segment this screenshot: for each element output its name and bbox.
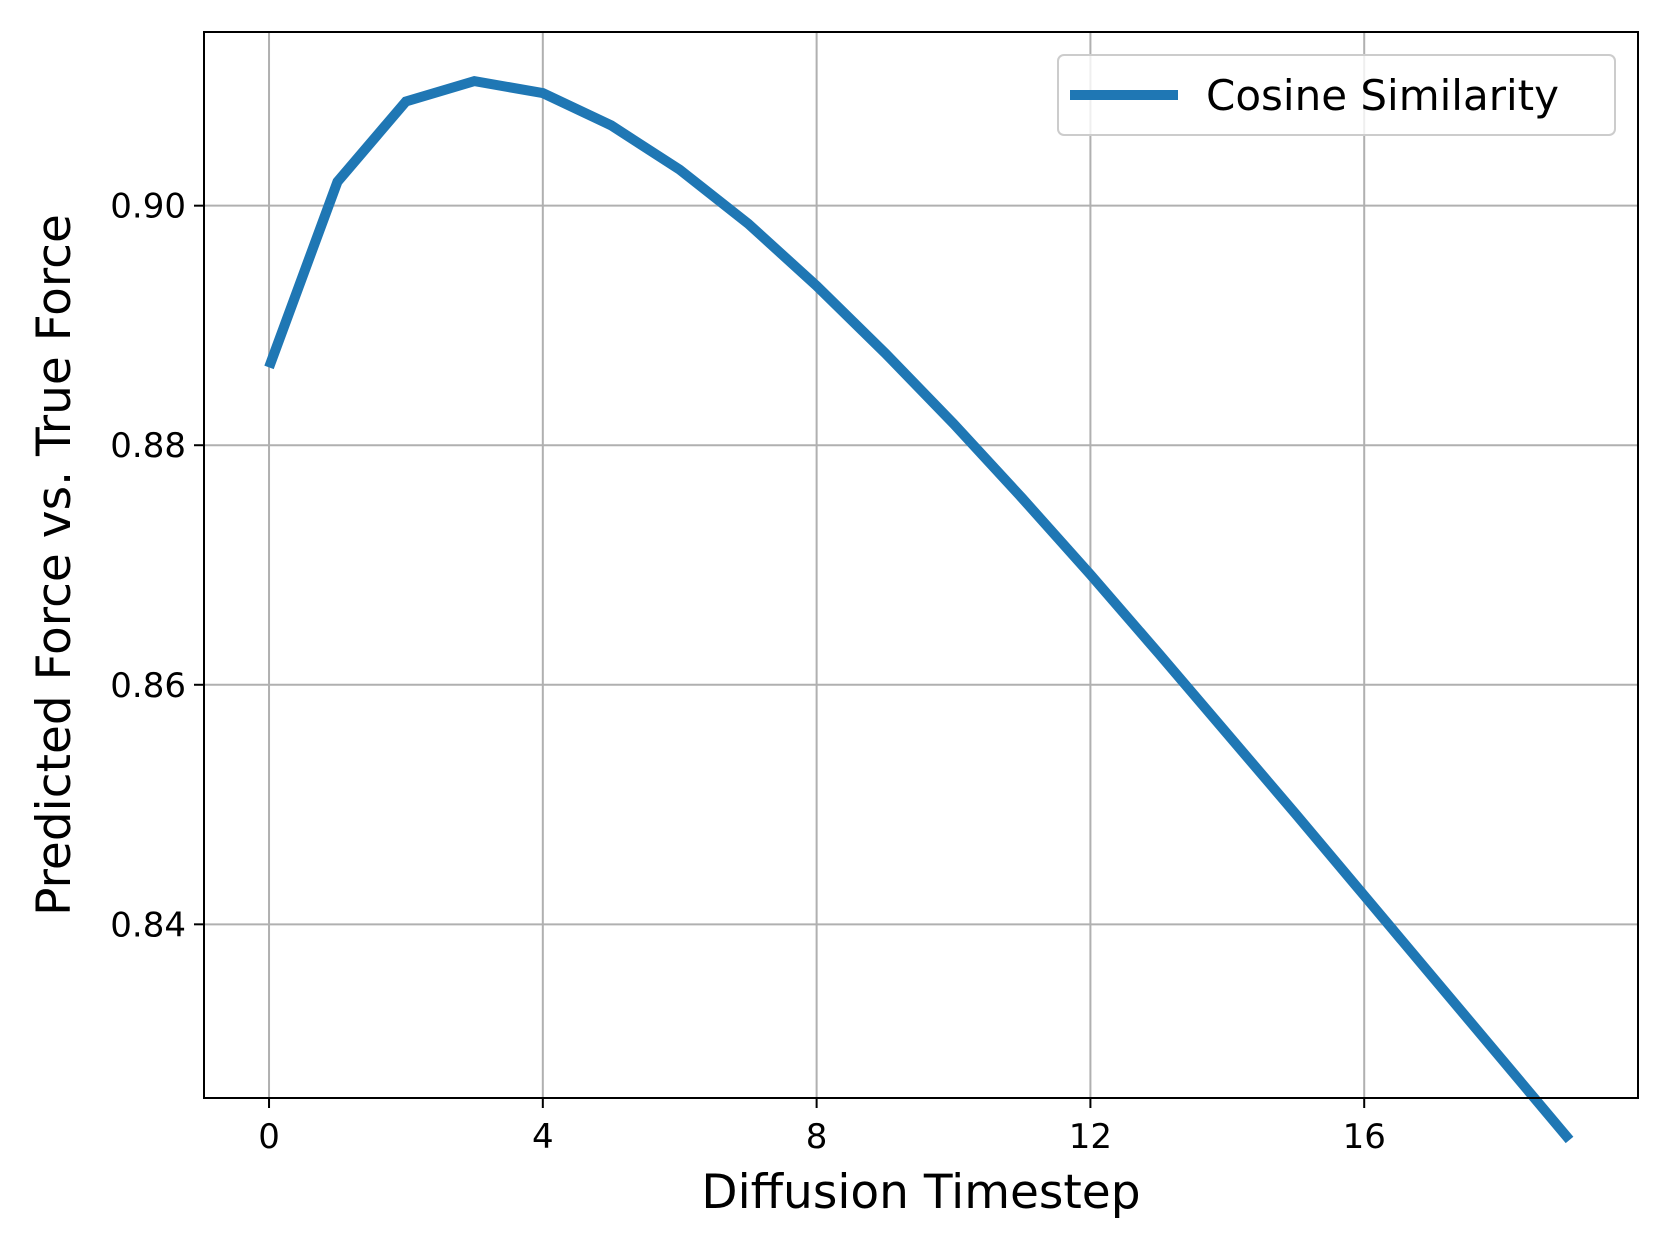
data-point [1017, 493, 1027, 503]
plot-frame [203, 31, 1639, 1099]
data-point [675, 165, 685, 175]
gridlines [204, 32, 1638, 1098]
y-tick-label: 0.86 [110, 666, 186, 706]
data-point [264, 362, 274, 372]
x-tick-label: 12 [1069, 1117, 1112, 1157]
y-tick-label: 0.84 [110, 905, 186, 945]
data-point [743, 219, 753, 229]
series-line-cosine-similarity [264, 75, 1574, 1144]
data-point [1222, 729, 1232, 739]
series-layer [264, 75, 1575, 1145]
y-axis-label: Predicted Force vs. True Force [27, 214, 82, 916]
data-point [538, 88, 548, 98]
data-point [469, 76, 479, 86]
x-tick-label: 4 [532, 1117, 554, 1157]
legend-label: Cosine Similarity [1206, 71, 1559, 120]
y-tick-label: 0.88 [110, 426, 186, 466]
data-point [332, 177, 342, 187]
data-point [1565, 1135, 1575, 1145]
data-point [1154, 649, 1164, 659]
data-point [1428, 972, 1438, 982]
data-point [880, 348, 890, 358]
data-point [1359, 891, 1369, 901]
legend-box [1057, 54, 1616, 136]
data-point [401, 96, 411, 106]
x-tick-label: 16 [1343, 1117, 1386, 1157]
data-point [812, 281, 822, 291]
x-tick-label: 0 [258, 1117, 280, 1157]
axis-ticks: 0 4 8 12 16 0.84 0.86 0.88 0.90 [110, 187, 1386, 1157]
data-point [1496, 1053, 1506, 1063]
data-point [606, 120, 616, 130]
data-point [949, 419, 959, 429]
x-axis-label: Diffusion Timestep [701, 1165, 1140, 1220]
y-tick-label: 0.90 [110, 187, 186, 227]
x-tick-label: 8 [806, 1117, 828, 1157]
data-point [1291, 809, 1301, 819]
legend: Cosine Similarity [1057, 54, 1616, 136]
data-point [1085, 570, 1095, 580]
